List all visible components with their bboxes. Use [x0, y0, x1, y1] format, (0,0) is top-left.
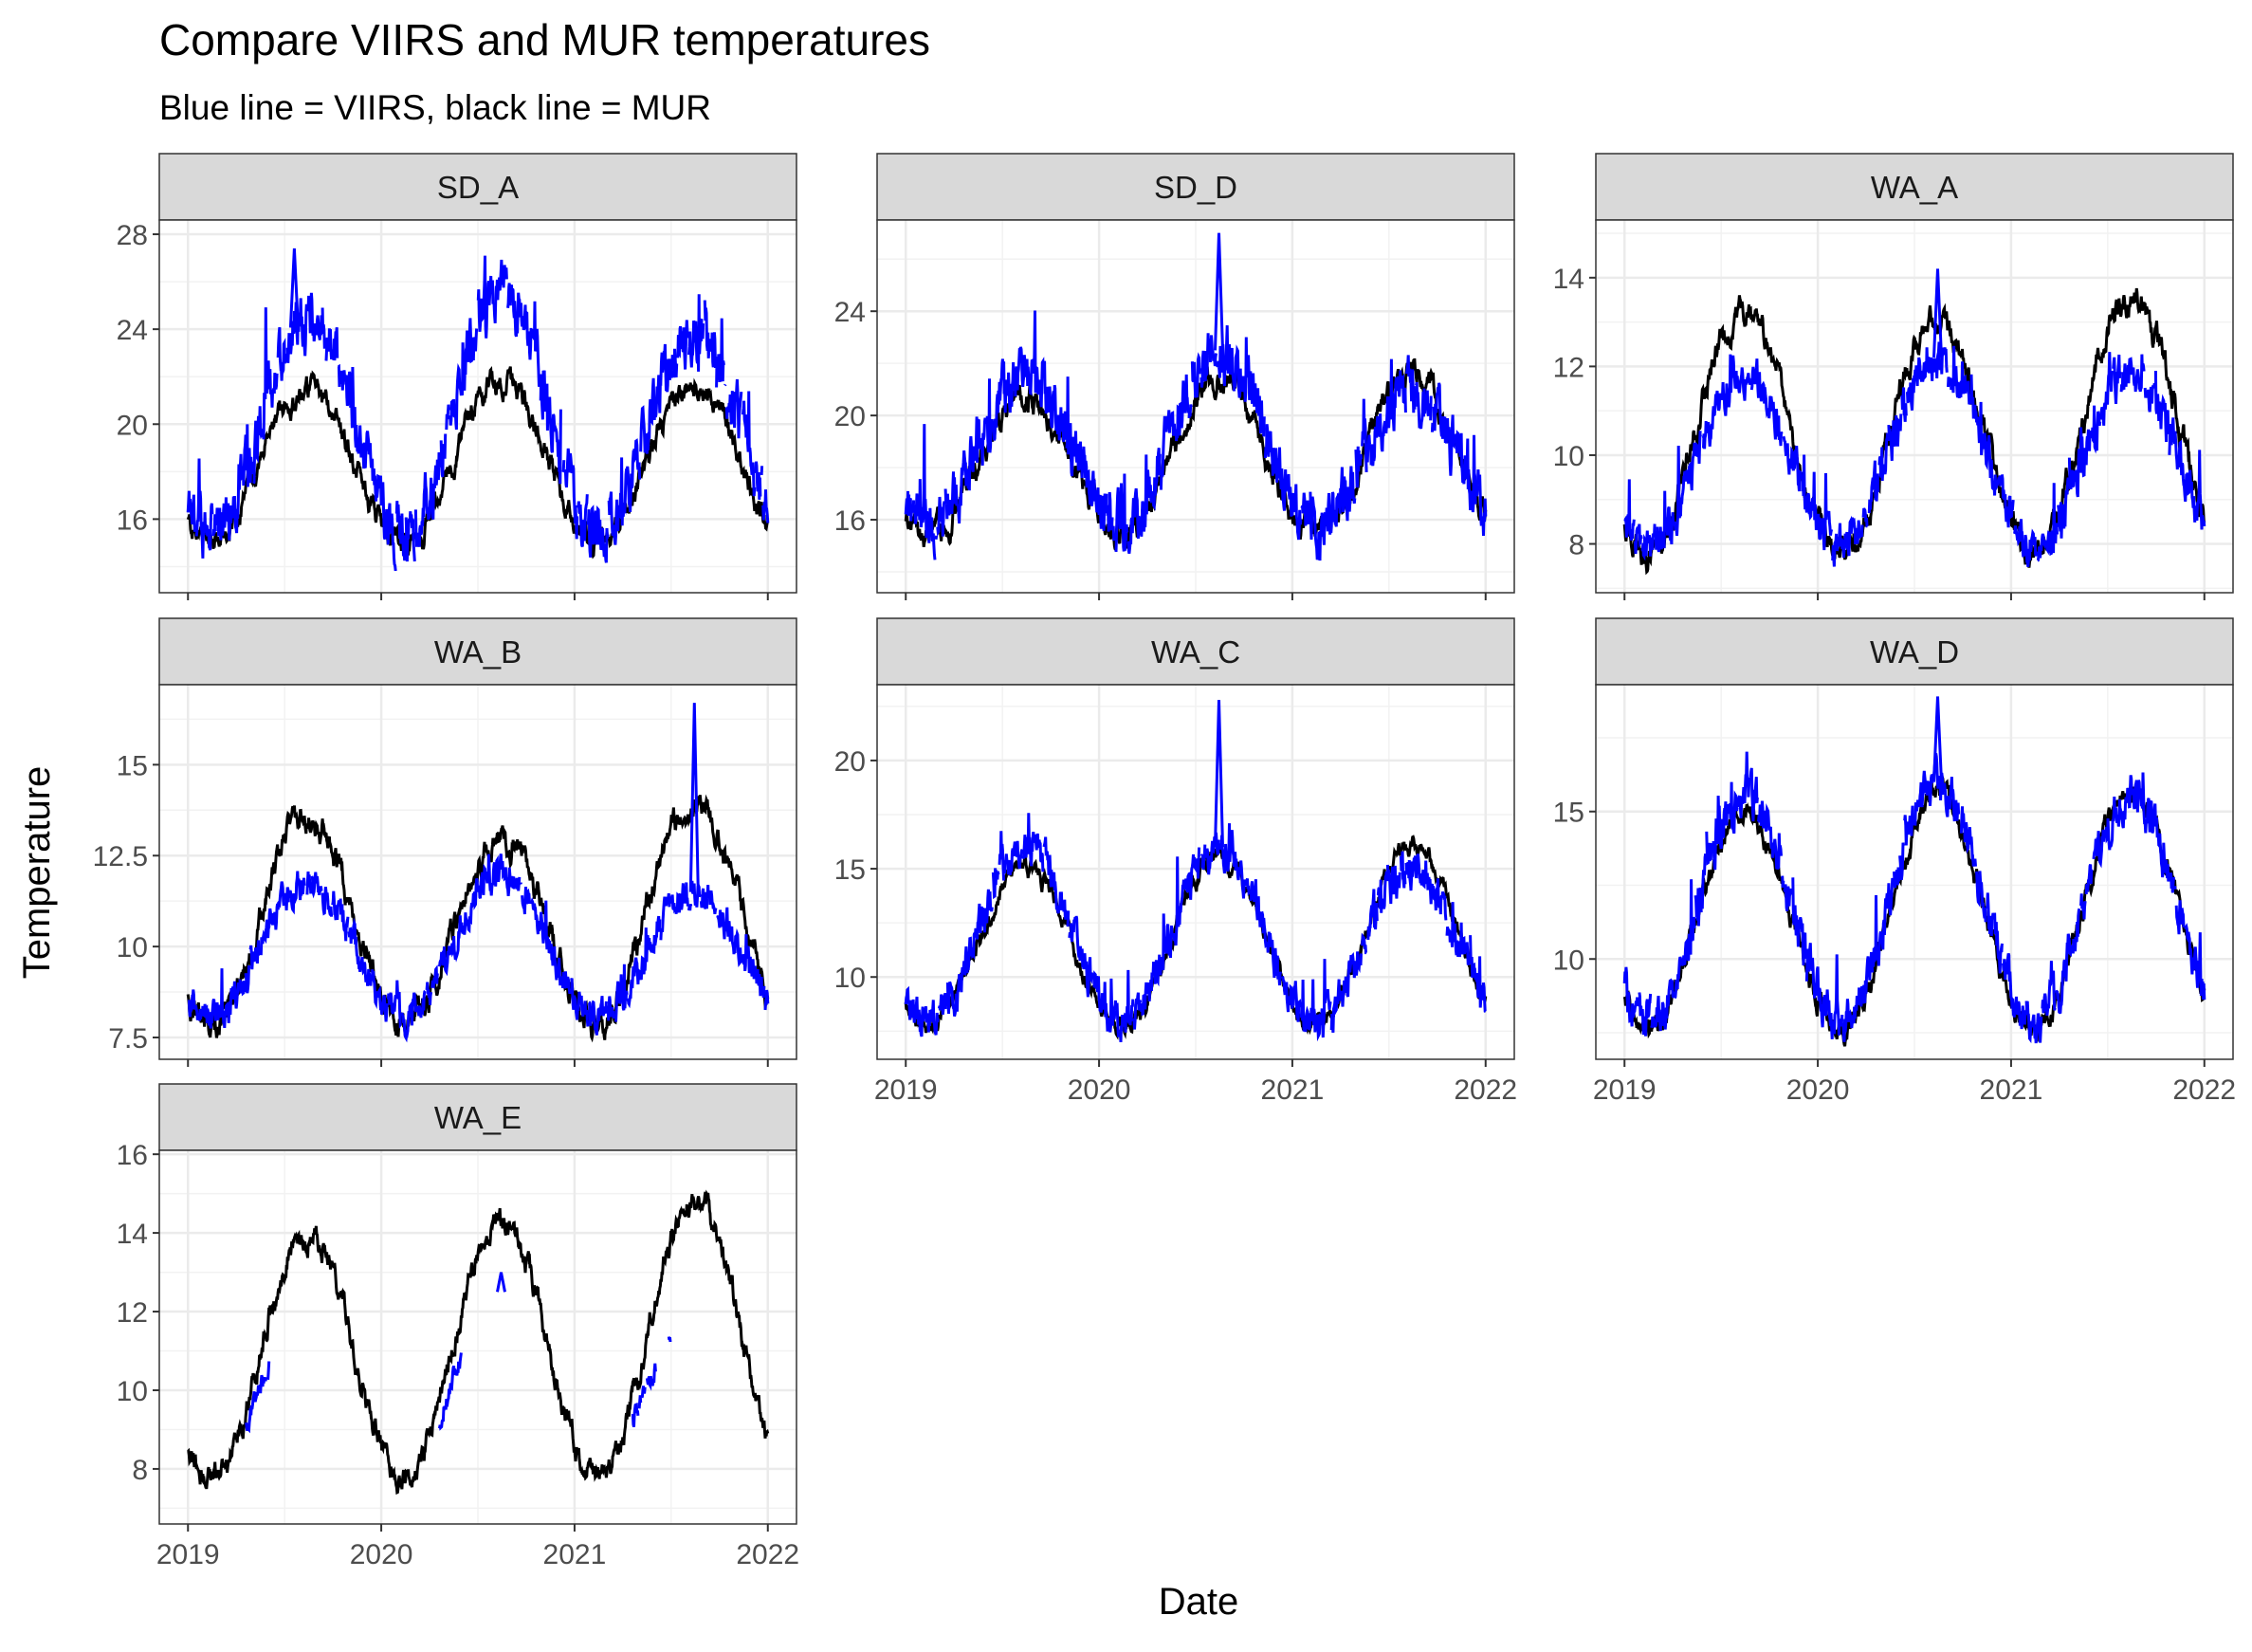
series-line-viirs: [1117, 1003, 1119, 1037]
y-tick-label: 15: [117, 750, 148, 781]
y-tick-label: 14: [1553, 264, 1584, 295]
y-tick-label: 10: [1553, 441, 1584, 472]
series-line-viirs: [1068, 910, 1069, 927]
panel-sd-a: SD_A 16 20 24 28: [117, 154, 796, 600]
series-line-viirs: [1480, 475, 1482, 526]
y-tick-label: 24: [117, 315, 148, 346]
series-line-viirs: [674, 349, 677, 377]
series-line-viirs: [1861, 525, 1862, 538]
y-tick-label: 16: [117, 1140, 148, 1171]
series-line-viirs: [613, 1011, 614, 1019]
chart-subtitle: Blue line = VIIRS, black line = MUR: [159, 88, 711, 127]
strip-label-wa-b: WA_B: [434, 634, 522, 670]
series-line-viirs: [725, 384, 726, 385]
y-tick-label: 7.5: [108, 1023, 148, 1055]
series-line-viirs: [1476, 469, 1478, 496]
panel-sd-d: SD_D 16 20 24: [834, 154, 1514, 600]
x-tick-label: 2022: [2172, 1074, 2236, 1106]
y-tick-label: 12.5: [93, 841, 148, 872]
panel-wa-a: WA_A 8 10 12 14: [1553, 154, 2233, 600]
y-tick-label: 12: [117, 1297, 148, 1329]
facet-panels: SD_A 16 20 24 28 SD_D 16 20 24 WA_A 8 10 12 14 WA_B 7.5…: [93, 154, 2237, 1570]
x-tick-label: 2019: [1593, 1074, 1657, 1106]
series-line-viirs: [521, 883, 522, 885]
series-line-viirs: [265, 1377, 266, 1381]
series-line-viirs: [668, 1337, 670, 1343]
x-tick-label: 2021: [543, 1539, 607, 1570]
series-line-viirs: [1189, 405, 1191, 418]
chart-title: Compare VIIRS and MUR temperatures: [159, 15, 930, 64]
series-line-viirs: [1200, 854, 1201, 855]
series-line-viirs: [441, 440, 443, 477]
y-tick-label: 10: [117, 932, 148, 964]
y-tick-label: 15: [1553, 798, 1584, 829]
series-line-viirs: [936, 536, 937, 540]
y-axis-label: Temperature: [16, 766, 58, 980]
series-line-viirs: [1070, 932, 1071, 938]
panel-wa-e: WA_E 8 10 12 14 16 2019 2020 2021 2022: [117, 1084, 800, 1570]
x-tick-label: 2020: [1786, 1074, 1850, 1106]
series-line-viirs: [703, 323, 704, 339]
y-tick-label: 20: [117, 410, 148, 441]
strip-label-wa-a: WA_A: [1871, 170, 1958, 205]
y-tick-label: 10: [834, 963, 866, 994]
y-tick-label: 16: [117, 505, 148, 536]
y-tick-label: 12: [1553, 352, 1584, 383]
series-line-viirs: [1896, 868, 1898, 886]
y-tick-label: 10: [117, 1376, 148, 1407]
y-tick-label: 28: [117, 220, 148, 251]
panel-wa-d: WA_D 10 15 2019 2020 2021 2022: [1553, 618, 2237, 1106]
series-line-viirs: [2175, 886, 2176, 890]
series-line-viirs: [639, 1395, 641, 1408]
y-tick-label: 16: [834, 505, 866, 537]
x-tick-label: 2020: [350, 1539, 413, 1570]
panel-wa-c: WA_C 10 15 20 2019 2020 2021 2022: [834, 618, 1518, 1106]
series-line-viirs: [243, 981, 245, 993]
y-tick-label: 24: [834, 297, 866, 328]
series-line-viirs: [1113, 526, 1114, 541]
series-line-viirs: [689, 904, 691, 910]
strip-label-sd-d: SD_D: [1154, 170, 1237, 205]
x-tick-label: 2019: [874, 1074, 938, 1106]
y-tick-label: 10: [1553, 945, 1584, 976]
x-tick-label: 2022: [1454, 1074, 1517, 1106]
y-tick-label: 8: [1568, 530, 1584, 561]
series-line-viirs: [956, 485, 957, 505]
x-tick-label: 2021: [1980, 1074, 2043, 1106]
strip-label-wa-c: WA_C: [1151, 634, 1240, 670]
x-tick-label: 2021: [1261, 1074, 1325, 1106]
y-tick-label: 20: [834, 401, 866, 432]
panel-wa-b: WA_B 7.5 10 12.5 15: [93, 618, 796, 1067]
strip-label-wa-d: WA_D: [1870, 634, 1959, 670]
y-tick-label: 8: [132, 1455, 148, 1486]
series-line-viirs: [1361, 953, 1362, 965]
series-line-viirs: [445, 434, 446, 459]
series-line-viirs: [761, 466, 762, 475]
x-tick-label: 2019: [156, 1539, 220, 1570]
series-line-viirs: [1360, 454, 1361, 466]
series-line-viirs: [1432, 423, 1433, 432]
series-line-viirs: [1765, 809, 1769, 832]
x-tick-label: 2022: [736, 1539, 799, 1570]
series-line-viirs: [268, 1362, 269, 1380]
series-line-viirs: [1431, 396, 1432, 421]
series-line-viirs: [415, 509, 417, 546]
y-tick-label: 14: [117, 1219, 148, 1250]
y-tick-label: 15: [834, 854, 866, 886]
strip-label-sd-a: SD_A: [437, 170, 519, 205]
series-line-viirs: [993, 868, 996, 896]
x-axis-label: Date: [1159, 1581, 1239, 1623]
strip-label-wa-e: WA_E: [434, 1100, 522, 1135]
series-line-viirs: [1356, 447, 1359, 486]
x-tick-label: 2020: [1068, 1074, 1131, 1106]
y-tick-label: 20: [834, 746, 866, 778]
series-line-viirs: [1783, 876, 1784, 888]
